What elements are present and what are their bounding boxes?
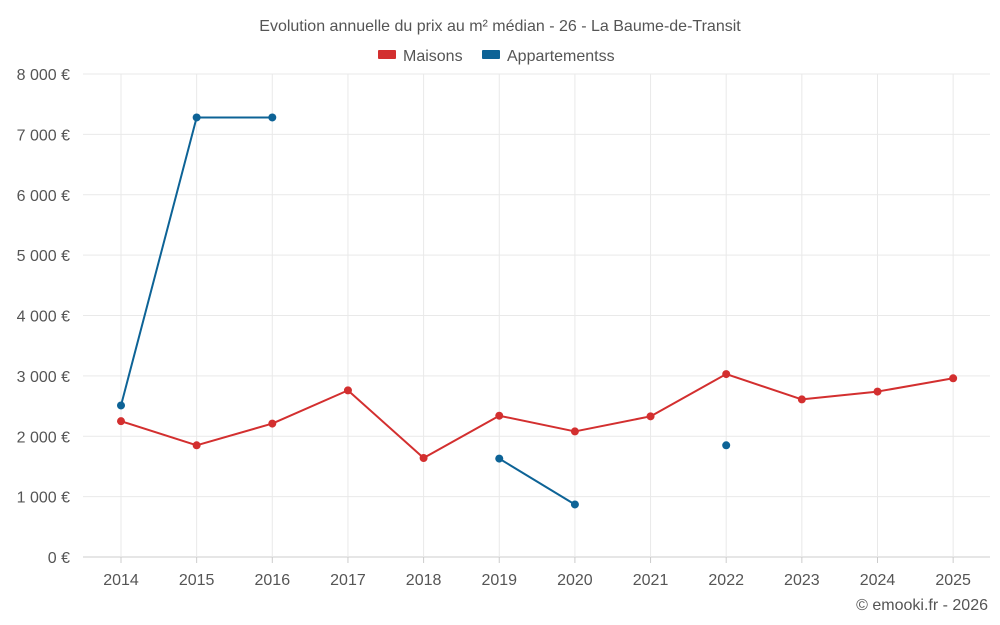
data-point[interactable] (343, 386, 352, 395)
data-point[interactable] (949, 374, 958, 383)
data-point[interactable] (495, 411, 504, 420)
x-tick-label: 2017 (330, 572, 366, 589)
data-point[interactable] (192, 441, 201, 450)
x-tick-label: 2023 (784, 572, 820, 589)
x-tick-label: 2018 (406, 572, 442, 589)
data-point[interactable] (268, 419, 277, 428)
grid (83, 73, 990, 558)
x-tick-label: 2021 (633, 572, 669, 589)
data-point[interactable] (117, 417, 125, 426)
legend-swatch (482, 50, 500, 59)
x-tick-label: 2016 (255, 572, 291, 589)
credit: © emooki.fr - 2026 (856, 597, 988, 614)
x-tick-label: 2019 (481, 572, 517, 589)
x-tick-label: 2015 (179, 572, 215, 589)
legend-label: Maisons (403, 48, 463, 65)
data-point[interactable] (570, 500, 579, 509)
legend: Maisons Appartementss (378, 48, 615, 65)
series-appartementss (117, 113, 731, 509)
y-tick-label: 4 000 € (17, 309, 70, 326)
data-point[interactable] (722, 441, 731, 450)
y-tick-label: 2 000 € (17, 429, 70, 446)
x-axis: 2014 2015 2016 2017 2018 2019 2020 2021 2022 2023… (103, 557, 971, 589)
y-axis: 0 € 1 000 € 2 000 € 3 000 € 4 000 € 5 000 € 6 … (17, 67, 70, 567)
data-point[interactable] (419, 453, 428, 462)
data-point[interactable] (192, 113, 201, 122)
data-point[interactable] (570, 427, 579, 436)
series-line (120, 373, 954, 459)
legend-label: Appartementss (507, 48, 615, 65)
y-tick-label: 0 € (48, 550, 70, 567)
data-point[interactable] (722, 370, 731, 379)
series-maisons (117, 370, 958, 462)
y-tick-label: 3 000 € (17, 369, 70, 386)
y-tick-label: 8 000 € (17, 67, 70, 84)
data-point[interactable] (797, 395, 806, 404)
y-tick-label: 1 000 € (17, 490, 70, 507)
data-point[interactable] (268, 113, 277, 122)
x-tick-label: 2014 (103, 572, 139, 589)
x-tick-label: 2020 (557, 572, 593, 589)
legend-item-appartementss[interactable]: Appartementss (482, 48, 615, 65)
data-point[interactable] (873, 387, 882, 396)
y-tick-label: 7 000 € (17, 127, 70, 144)
series-line (498, 457, 576, 506)
y-tick-label: 6 000 € (17, 188, 70, 205)
x-tick-label: 2024 (860, 572, 896, 589)
y-tick-label: 5 000 € (17, 248, 70, 265)
legend-item-maisons[interactable]: Maisons (378, 48, 463, 65)
x-tick-label: 2022 (708, 572, 744, 589)
data-point[interactable] (646, 412, 655, 421)
x-tick-label: 2025 (935, 572, 971, 589)
series-layer (117, 113, 958, 509)
chart-title: Evolution annuelle du prix au m² médian … (259, 18, 741, 35)
legend-swatch (378, 50, 396, 59)
data-point[interactable] (117, 401, 125, 410)
data-point[interactable] (495, 454, 504, 463)
